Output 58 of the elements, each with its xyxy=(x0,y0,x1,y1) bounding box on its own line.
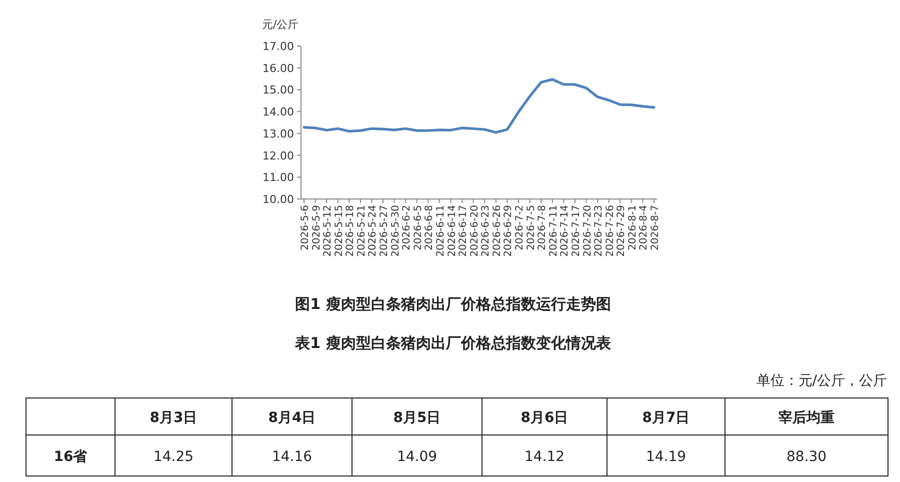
data-label: 14.12 xyxy=(524,449,565,465)
x-tick-label: 2026-8-4 xyxy=(638,205,650,250)
x-tick-label: 2026-5-18 xyxy=(345,205,356,257)
x-tick-label: 2026-5-12 xyxy=(322,205,334,257)
y-tick-label: 17.00 xyxy=(262,40,294,53)
text: 16省 xyxy=(54,449,88,465)
category-label: 8月7日 xyxy=(642,410,690,426)
x-tick-label: 2026-5-24 xyxy=(368,205,379,257)
x-tick-label: 2026-6-11 xyxy=(435,205,446,257)
y-axis-title: 元/公斤 xyxy=(262,18,299,31)
x-tick-label: 2026-7-8 xyxy=(537,205,548,250)
x-tick-label: 2026-7-17 xyxy=(570,205,582,257)
data-label: 88.30 xyxy=(786,449,827,465)
x-tick-label: 2026-7-2 xyxy=(514,205,526,250)
y-tick-label: 15.00 xyxy=(262,84,294,97)
text: 表1 瘦肉型白条猪肉出厂价格总指数变化情况表 xyxy=(294,334,612,352)
x-tick-label: 2026-8-1 xyxy=(627,205,638,250)
data-label: 14.25 xyxy=(153,449,194,465)
category-label: 宰后均重 xyxy=(778,409,834,426)
x-tick-label: 2026-5-30 xyxy=(390,205,402,257)
x-tick-label: 2026-5-21 xyxy=(356,205,368,257)
y-tick-label: 12.00 xyxy=(262,149,294,162)
x-tick-label: 2026-7-20 xyxy=(582,205,594,257)
x-tick-label: 2026-7-29 xyxy=(616,205,628,257)
x-tick-label: 2026-5-15 xyxy=(334,205,345,257)
x-tick-label: 2026-7-23 xyxy=(594,205,605,257)
y-tick-label: 11.00 xyxy=(262,171,294,184)
x-tick-label: 2026-6-14 xyxy=(446,205,458,257)
x-tick-label: 2026-5-27 xyxy=(379,205,390,257)
y-tick-label: 16.00 xyxy=(262,62,294,75)
x-tick-label: 2026-7-14 xyxy=(560,205,571,257)
x-tick-label: 2026-6-23 xyxy=(480,205,492,257)
y-tick-label: 13.00 xyxy=(262,127,294,140)
text: 单位：元/公斤，公斤 xyxy=(756,373,887,389)
x-tick-label: 2026-6-5 xyxy=(412,205,424,250)
x-tick-label: 2026-6-26 xyxy=(492,205,503,257)
category-label: 8月5日 xyxy=(393,410,441,426)
x-tick-label: 2026-5-9 xyxy=(311,205,322,250)
data-label: 14.09 xyxy=(396,449,438,465)
category-label: 8月4日 xyxy=(268,410,316,426)
x-tick-label: 2026-7-5 xyxy=(526,205,537,250)
x-tick-label: 2026-6-2 xyxy=(402,205,413,250)
x-tick-label: 2026-5-6 xyxy=(300,205,311,250)
x-tick-label: 2026-8-7 xyxy=(650,205,661,250)
text: 图1 瘦肉型白条猪肉出厂价格总指数运行走势图 xyxy=(295,295,611,313)
data-label: 14.19 xyxy=(646,449,686,465)
x-tick-label: 2026-6-8 xyxy=(424,205,436,250)
category-label: 8月3日 xyxy=(150,410,198,426)
y-tick-label: 14.00 xyxy=(262,106,294,119)
line-series xyxy=(302,78,656,134)
x-tick-label: 2026-6-20 xyxy=(469,205,480,257)
x-tick-label: 2026-7-26 xyxy=(604,205,616,257)
x-tick-label: 2026-6-29 xyxy=(503,205,514,257)
category-label: 8月6日 xyxy=(520,410,568,426)
data-label: 14.16 xyxy=(272,449,312,465)
x-tick-label: 2026-7-11 xyxy=(548,205,560,257)
y-tick-label: 10.00 xyxy=(262,193,294,206)
x-tick-label: 2026-6-17 xyxy=(458,205,470,257)
